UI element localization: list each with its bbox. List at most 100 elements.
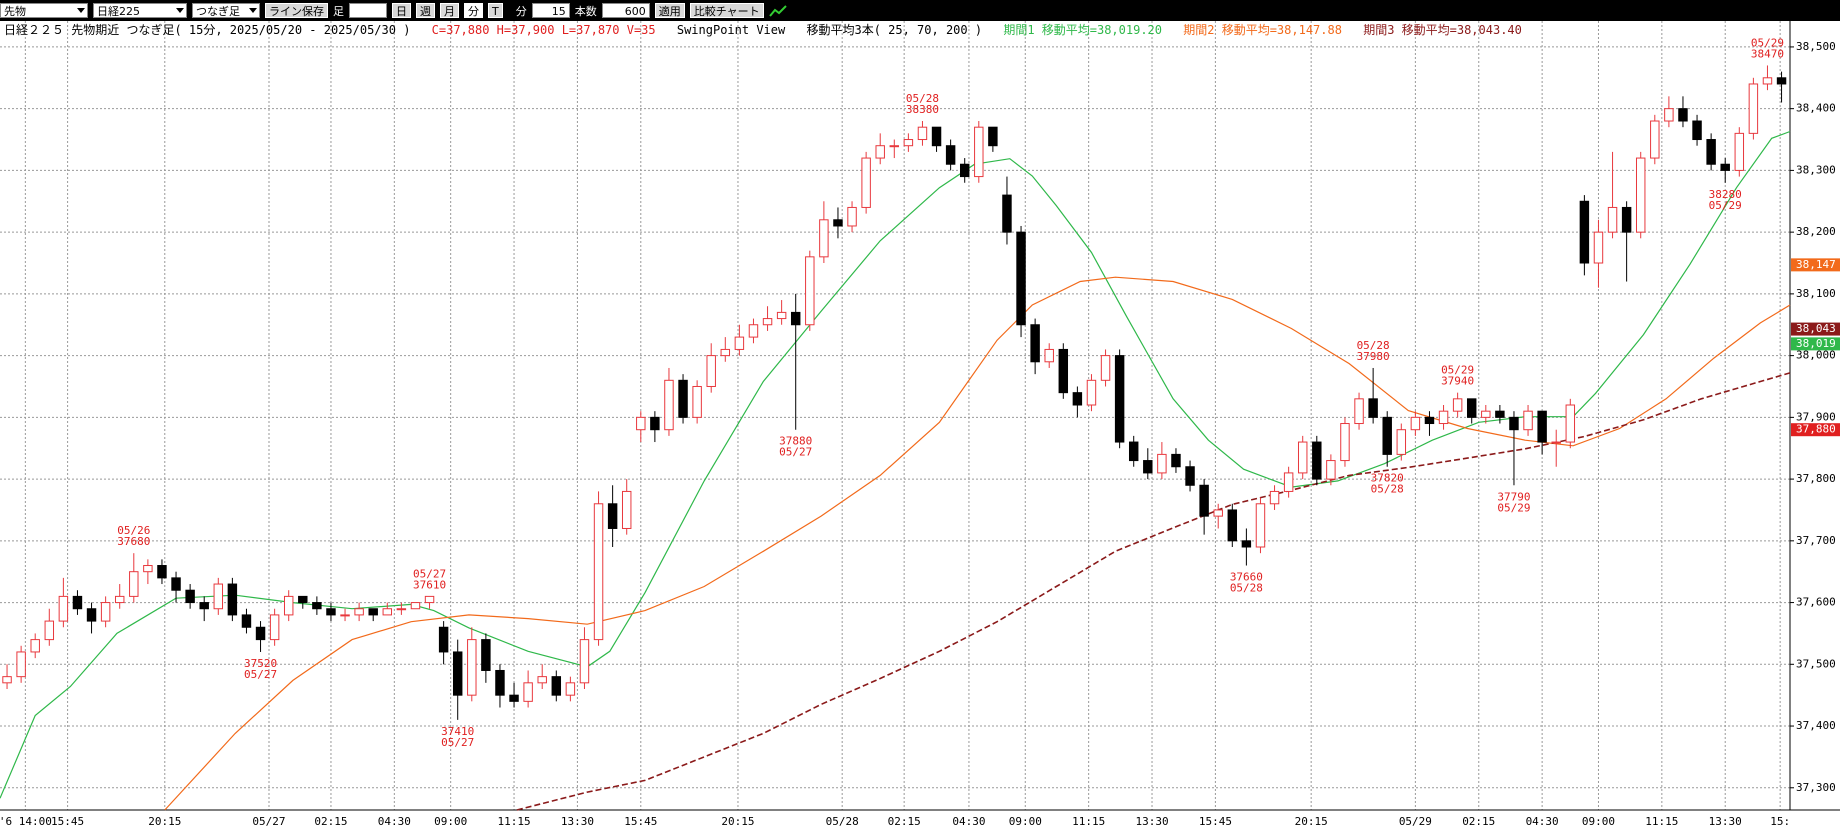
candle-body <box>424 595 435 604</box>
candle-body <box>1410 416 1421 431</box>
x-tick-label: 11:15 <box>1072 815 1105 828</box>
candle-body <box>1509 416 1519 431</box>
y-tick-label: 37,700 <box>1796 534 1836 547</box>
candle-body <box>748 324 759 338</box>
count-label: 本数 <box>574 4 597 18</box>
candle-body <box>805 256 815 326</box>
candle-body <box>1748 83 1759 134</box>
candle-body <box>1312 441 1322 480</box>
candle-body <box>819 219 829 258</box>
candle-body <box>678 379 688 418</box>
period-button[interactable]: 月 <box>440 3 459 18</box>
market-select[interactable]: 先物 <box>0 3 88 18</box>
candle-body <box>931 126 942 147</box>
swing-date: 05/28 <box>1371 483 1404 496</box>
candle-body <box>298 595 308 604</box>
candle-body <box>1621 206 1632 233</box>
candle-body <box>143 565 153 573</box>
x-tick-label: 05/29 <box>1399 815 1432 828</box>
legend-entry: 期間1 移動平均=38,019.20 <box>1003 23 1163 37</box>
foot-input[interactable] <box>349 3 387 18</box>
candle-body <box>467 639 477 696</box>
chart-kind-select[interactable]: つなぎ足 <box>192 3 260 18</box>
candle-body <box>86 608 97 622</box>
swing-price: 37880 <box>779 435 812 448</box>
candle-body <box>199 602 209 610</box>
icon[interactable] <box>768 4 787 18</box>
candle-body <box>692 385 702 418</box>
candle-body <box>269 614 280 641</box>
candle-body <box>1776 77 1787 85</box>
candle-body <box>1340 423 1350 462</box>
y-tick-label: 37,500 <box>1796 657 1836 670</box>
candle-body <box>396 608 407 611</box>
swing-price: 37660 <box>1230 571 1263 584</box>
candle-body <box>1523 410 1533 431</box>
swing-price: 37610 <box>413 578 446 591</box>
period-button[interactable]: 日 <box>392 3 411 18</box>
period-button[interactable]: T <box>488 3 503 18</box>
x-tick-label: 11:15 <box>1645 815 1678 828</box>
candle-body <box>1495 410 1505 418</box>
x-tick-label: 15:45 <box>51 815 84 828</box>
x-tick-label: 15:45 <box>1199 815 1232 828</box>
candle-body <box>1157 453 1167 474</box>
candle-body <box>762 318 773 326</box>
candle-body <box>1368 398 1378 418</box>
x-tick-label: 20:15 <box>1295 815 1328 828</box>
candle-body <box>1199 484 1209 517</box>
candle-body <box>833 219 843 227</box>
header: 日経２２５ 先物期近 つなぎ足( 15分, 2025/05/20 - 2025/… <box>4 21 1536 39</box>
period-button[interactable]: 分 <box>464 3 483 18</box>
x-tick-label: 02:15 <box>314 815 347 828</box>
count-input[interactable]: 600 <box>601 3 650 18</box>
candle-body <box>368 608 378 616</box>
compare-button[interactable]: 比較チャート <box>689 3 764 18</box>
candle-body <box>1227 509 1238 542</box>
candle-body <box>129 571 139 597</box>
x-tick-label: 13:30 <box>561 815 594 828</box>
swing-price: 37790 <box>1497 490 1530 503</box>
candle-body <box>1664 108 1674 122</box>
y-tick-label: 38,500 <box>1796 40 1836 53</box>
candle-body <box>16 651 26 678</box>
swing-price: 37820 <box>1371 472 1404 485</box>
candle-body <box>1452 398 1463 412</box>
candle-body <box>58 595 69 622</box>
candle-body <box>945 145 956 165</box>
candle-body <box>1044 348 1054 363</box>
candle-body <box>1579 200 1590 264</box>
toolbar: 先物 日経225 つなぎ足 ライン保存 足 日 週 月 分 T 分 15 本数 … <box>0 0 1840 21</box>
candle-body <box>340 614 350 617</box>
candle-body <box>889 145 900 148</box>
candle-body <box>1058 348 1069 394</box>
x-tick-label: 20:15 <box>148 815 181 828</box>
candle-body <box>1607 206 1618 233</box>
y-tick-label: 37,300 <box>1796 781 1836 794</box>
candle-body <box>1354 398 1364 425</box>
x-tick-label: 15: <box>1770 815 1790 828</box>
save-button[interactable]: ライン保存 <box>265 3 328 18</box>
period-button[interactable]: 週 <box>416 3 435 18</box>
candle-body <box>1551 441 1561 444</box>
candle-body <box>100 602 111 622</box>
candle-body <box>974 126 984 178</box>
interval-input[interactable]: 15 <box>531 3 570 18</box>
candle-body <box>537 676 547 684</box>
swing-date: 05/28 <box>1357 339 1390 352</box>
candle-body <box>452 651 463 696</box>
apply-button[interactable]: 適用 <box>654 3 685 18</box>
y-tick-label: 37,800 <box>1796 472 1836 485</box>
y-tick-label: 38,200 <box>1796 225 1836 238</box>
swing-date: 05/29 <box>1709 199 1742 212</box>
candle-body <box>917 126 928 141</box>
index-select[interactable]: 日経225 <box>93 3 187 18</box>
candle-body <box>664 379 674 431</box>
candle-body <box>621 490 632 529</box>
candle-body <box>509 694 519 702</box>
candle-body <box>1269 490 1280 505</box>
candle-body <box>1143 460 1153 474</box>
candle-body <box>1241 540 1252 548</box>
x-tick-label: 02:15 <box>888 815 921 828</box>
candle-body <box>1762 77 1773 85</box>
